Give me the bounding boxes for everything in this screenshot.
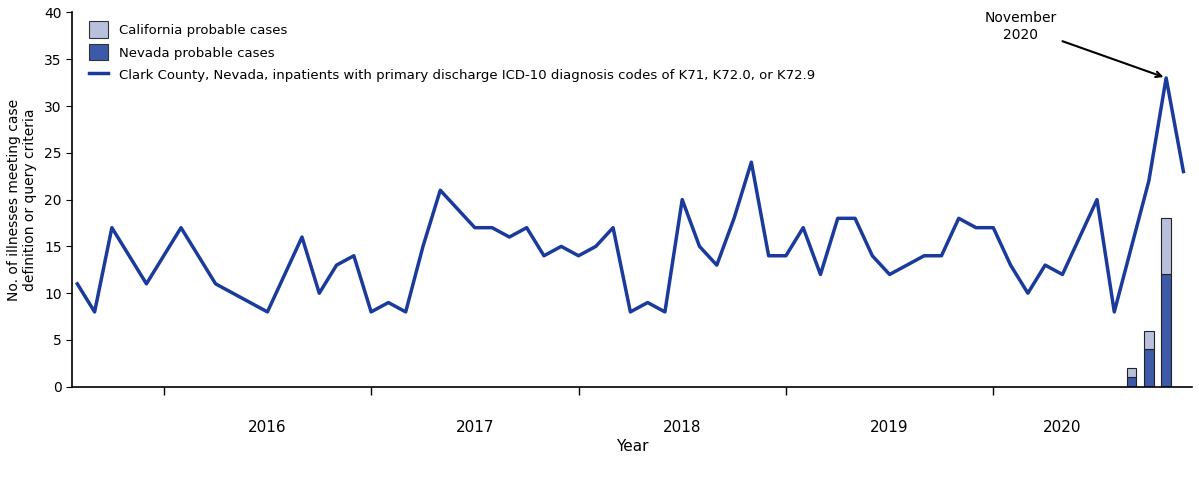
Bar	[1162, 275, 1171, 387]
Text: 2016: 2016	[248, 420, 287, 434]
Text: 2020: 2020	[1043, 420, 1081, 434]
Bar	[1144, 331, 1153, 349]
Bar	[1162, 218, 1171, 275]
X-axis label: Year: Year	[616, 439, 649, 454]
Text: 2019: 2019	[870, 420, 909, 434]
Y-axis label: No. of illnesses meeting case
definition or query criteria: No. of illnesses meeting case definition…	[7, 98, 37, 300]
Text: November
2020: November 2020	[984, 12, 1162, 77]
Bar	[1144, 349, 1153, 387]
Bar	[1127, 377, 1137, 387]
Legend: California probable cases, Nevada probable cases, Clark County, Nevada, inpatien: California probable cases, Nevada probab…	[83, 16, 820, 88]
Text: 2018: 2018	[663, 420, 701, 434]
Bar	[1127, 368, 1137, 377]
Text: 2017: 2017	[456, 420, 494, 434]
